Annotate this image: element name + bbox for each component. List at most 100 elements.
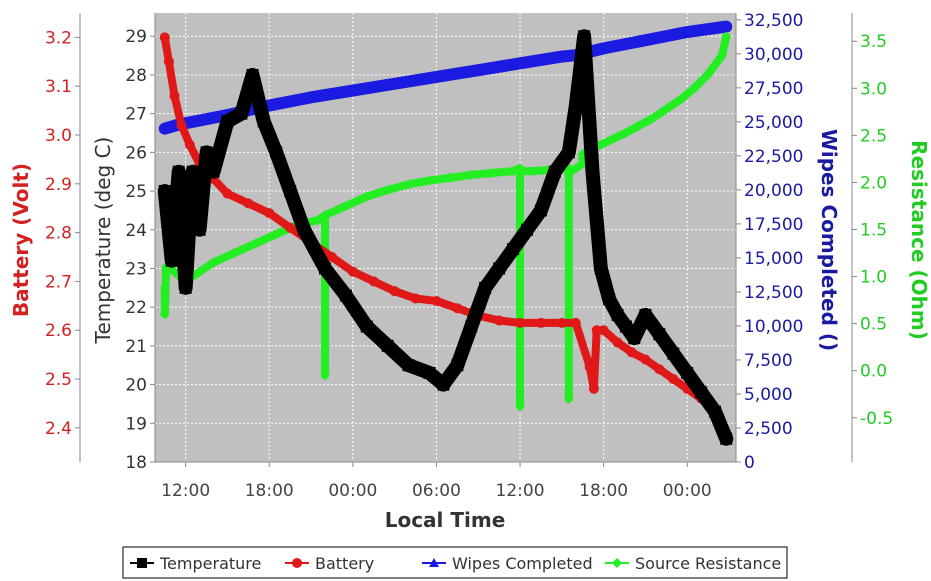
source-resistance-point [647,113,658,124]
source-resistance-point [528,166,539,177]
wipes-completed-point [556,51,567,61]
battery-point [169,90,180,101]
temperature-point [257,115,270,128]
wipes-tick-label: 22,500 [744,147,803,167]
temperature-point [360,320,373,333]
battery-point [389,286,400,297]
temperature-point [284,185,297,198]
wipes-completed-point [598,43,609,53]
battery-point [654,364,665,375]
battery-point [243,198,254,209]
legend-item-battery: Battery [285,554,374,573]
temperature-point [246,68,259,81]
source-resistance-point [208,257,219,268]
battery-point [264,208,275,219]
temperature-tick-label: 29 [125,27,147,47]
source-resistance-point [159,282,170,293]
wipes-tick-label: 27,500 [744,79,803,99]
wipes-tick-label: 15,000 [744,249,803,269]
wipes-completed-point [721,21,732,31]
temperature-point [507,243,520,256]
temperature-point [548,165,561,178]
source-resistance-point [319,210,330,221]
wipes-tick-label: 5,000 [744,385,793,405]
temperature-point [562,146,575,159]
source-resistance-point [424,175,435,186]
legend-box [122,546,788,579]
temperature-point [603,293,616,306]
temperature-point [207,165,220,178]
legend-swatch-marker [612,558,622,568]
wipes-tick-label: 30,000 [744,45,803,65]
source-resistance-point [703,69,714,80]
source-resistance-point [319,370,330,381]
source-resistance-point [605,135,616,146]
resistance-tick-label: 0.0 [860,362,887,382]
battery-point [591,325,602,336]
legend-item-temperature: Temperature [130,554,261,573]
battery-point [184,139,195,150]
temperature-tick-label: 25 [125,182,147,202]
temperature-point [172,165,185,178]
temperature-point [653,328,666,341]
wipes-tick-label: 0 [744,453,755,473]
wipes-tick-label: 10,000 [744,317,803,337]
temperature-point [695,386,708,399]
source-resistance-point [382,184,393,195]
battery-point [368,276,379,287]
battery-tick-label: 3.1 [45,77,72,97]
battery-tick-label: 2.6 [45,321,72,341]
x-tick-label: 12:00 [161,481,210,501]
battery-point [584,361,595,372]
battery-point [598,325,609,336]
wipes-completed-point [473,65,484,75]
temperature-point [619,320,632,333]
legend-swatch-marker [137,558,147,568]
battery-point [626,347,637,358]
resistance-tick-label: 3.5 [860,32,887,52]
battery-point [494,315,505,326]
wipes-tick-label: 2,500 [744,419,793,439]
temperature-point [479,281,492,294]
temperature-point [423,366,436,379]
source-resistance-point [661,104,672,115]
source-resistance-point [445,172,456,183]
temperature-point [339,289,352,302]
resistance-tick-label: -0.5 [860,409,893,429]
source-resistance-point [169,266,180,277]
temperature-point [586,165,599,178]
battery-tick-label: 2.5 [45,370,72,390]
source-resistance-point [619,128,630,139]
battery-point [612,337,623,348]
temperature-point [179,281,192,294]
source-resistance-point [229,248,240,259]
source-resistance-point [313,215,324,226]
wipes-tick-label: 20,000 [744,181,803,201]
wipes-completed-point [431,71,442,81]
battery-point [515,317,526,328]
temperature-point [628,332,641,345]
temperature-point [235,107,248,120]
legend-label: Source Resistance [635,554,781,573]
source-resistance-point [194,266,205,277]
battery-tick-label: 3.2 [45,28,72,48]
temperature-point [451,359,464,372]
x-tick-label: 00:00 [328,481,377,501]
temperature-tick-label: 28 [125,66,147,86]
temperature-point [381,339,394,352]
series-layer [157,20,734,446]
wipes-completed-point [159,123,170,133]
x-tick-label: 18:00 [579,481,628,501]
battery-point [285,222,296,233]
temperature-point [667,347,680,360]
temperature-point [158,185,171,198]
temperature-point [200,146,213,159]
battery-tick-label: 2.7 [45,272,72,292]
wipes-tick-label: 25,000 [744,113,803,133]
wipes-tick-label: 12,500 [744,283,803,303]
battery-tick-label: 2.4 [45,419,72,439]
source-resistance-point [563,168,574,179]
temperature-tick-label: 24 [125,221,147,241]
temperature-point [521,223,534,236]
battery-point [410,293,421,304]
